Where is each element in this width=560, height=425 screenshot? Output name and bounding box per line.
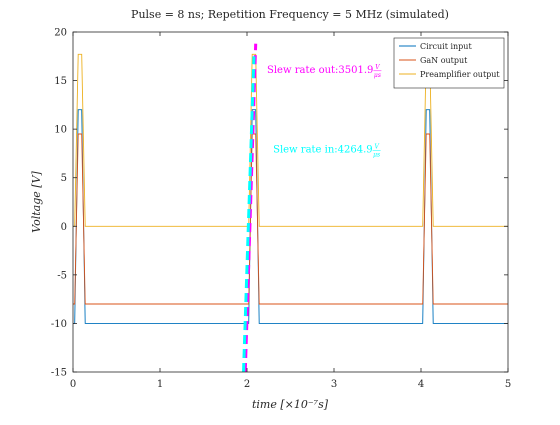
x-tick-label: 2	[244, 379, 250, 390]
plot-frame	[72, 31, 509, 373]
y-tick-label: 0	[61, 222, 67, 233]
slew-in-annotation: Slew rate in:4264.9	[273, 144, 373, 155]
y-tick-label: -10	[51, 319, 67, 330]
axis-ticks: 0 1 2 3 4 5 -15 -10 -5 0 5 10 15 20	[51, 28, 511, 391]
series-line-0	[73, 109, 508, 324]
slew-out-unit-den: μs	[374, 72, 381, 79]
slew-in-unit-den: μs	[373, 151, 380, 158]
plot-area	[73, 32, 508, 372]
slew-in-line	[242, 56, 256, 373]
y-axis-label: Voltage [V]	[30, 170, 43, 232]
x-tick-label: 0	[70, 379, 76, 390]
legend-label-0: Circuit input	[420, 42, 472, 51]
legend-label-2: Preamplifier output	[420, 70, 500, 79]
y-tick-label: 20	[54, 28, 67, 39]
y-tick-label: 10	[54, 125, 67, 136]
x-axis-label: time [×10⁻⁷s]	[252, 398, 329, 411]
slew-lines	[242, 43, 258, 373]
legend: Circuit input GaN output Preamplifier outp…	[393, 37, 505, 89]
y-tick-label: -15	[51, 368, 67, 379]
slew-in-unit-num: V	[374, 143, 379, 150]
slew-out-unit-num: V	[375, 64, 380, 71]
x-tick-label: 4	[418, 379, 424, 390]
y-tick-label: 5	[61, 173, 67, 184]
legend-label-1: GaN output	[420, 56, 468, 65]
y-tick-label: -5	[57, 270, 67, 281]
x-tick-label: 5	[505, 379, 511, 390]
y-tick-label: 15	[54, 76, 67, 87]
x-tick-label: 3	[331, 379, 337, 390]
chart-title: Pulse = 8 ns; Repetition Frequency = 5 M…	[131, 8, 449, 21]
x-tick-label: 1	[157, 379, 163, 390]
slew-out-annotation: Slew rate out:3501.9	[267, 65, 373, 76]
